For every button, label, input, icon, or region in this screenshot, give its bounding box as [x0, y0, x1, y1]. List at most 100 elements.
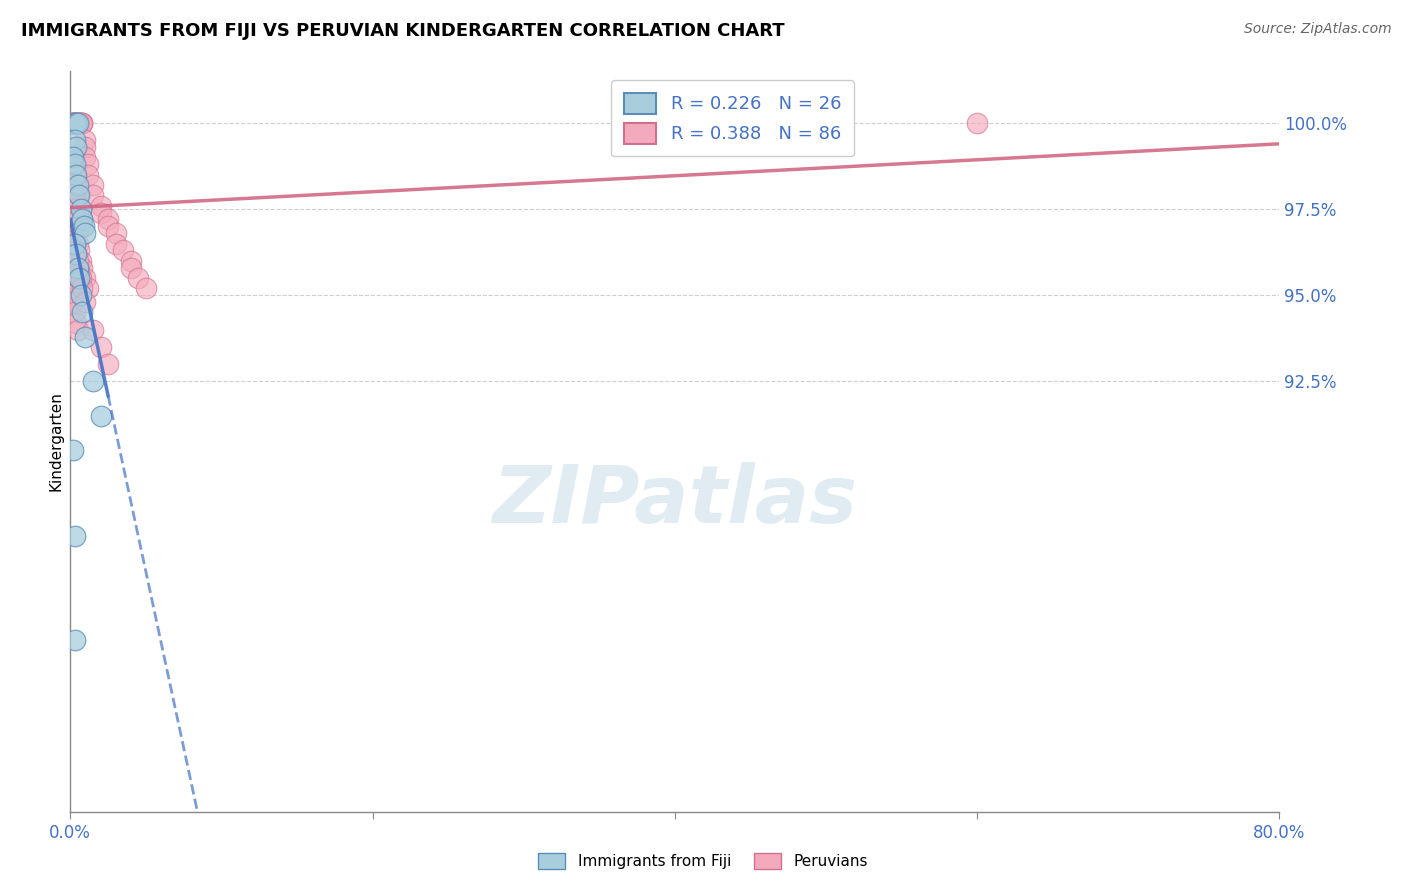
Point [67, 219, 90, 234]
Point [82, 374, 104, 388]
Point [67, 116, 90, 130]
Point [97, 357, 120, 371]
Point [72, 116, 94, 130]
Point [65, 140, 87, 154]
Point [120, 260, 142, 275]
Point [77, 168, 100, 182]
Point [966, 116, 988, 130]
Point [67, 244, 90, 258]
Point [63, 133, 86, 147]
Point [63, 192, 86, 206]
Point [70, 116, 93, 130]
Point [75, 151, 97, 165]
Point [77, 281, 100, 295]
Point [62, 295, 84, 310]
Point [112, 244, 135, 258]
Point [63, 116, 86, 130]
Point [63, 632, 86, 647]
Point [70, 202, 93, 216]
Point [135, 281, 157, 295]
Point [65, 285, 87, 299]
Point [90, 199, 111, 213]
Point [104, 226, 127, 240]
Point [65, 116, 87, 130]
Point [63, 305, 86, 319]
Point [63, 236, 86, 251]
Point [73, 219, 96, 234]
Point [70, 209, 93, 223]
Point [62, 212, 84, 227]
Point [66, 323, 89, 337]
Point [63, 116, 86, 130]
Point [70, 271, 93, 285]
Point [72, 219, 94, 234]
Point [60, 116, 83, 130]
Point [60, 116, 83, 130]
Point [66, 116, 89, 130]
Point [90, 340, 111, 354]
Point [66, 188, 89, 202]
Point [72, 116, 94, 130]
Point [63, 274, 86, 288]
Point [72, 212, 94, 227]
Point [75, 133, 97, 147]
Point [67, 199, 90, 213]
Point [63, 236, 86, 251]
Point [67, 116, 90, 130]
Point [63, 116, 86, 130]
Point [65, 116, 87, 130]
Point [90, 409, 111, 423]
Point [70, 253, 93, 268]
Point [67, 271, 90, 285]
Legend: R = 0.226   N = 26, R = 0.388   N = 86: R = 0.226 N = 26, R = 0.388 N = 86 [612, 80, 853, 156]
Text: IMMIGRANTS FROM FIJI VS PERUVIAN KINDERGARTEN CORRELATION CHART: IMMIGRANTS FROM FIJI VS PERUVIAN KINDERG… [21, 22, 785, 40]
Point [63, 116, 86, 130]
Point [63, 116, 86, 130]
Point [120, 253, 142, 268]
Point [65, 316, 87, 330]
Point [60, 116, 83, 130]
Point [75, 226, 97, 240]
Y-axis label: Kindergarten: Kindergarten [48, 392, 63, 491]
Point [75, 140, 97, 154]
Point [65, 226, 87, 240]
Point [67, 116, 90, 130]
Point [66, 236, 89, 251]
Point [75, 329, 97, 343]
Point [66, 212, 89, 227]
Point [62, 264, 84, 278]
Text: ZIPatlas: ZIPatlas [492, 462, 858, 540]
Point [82, 323, 104, 337]
Point [66, 116, 89, 130]
Point [77, 157, 100, 171]
Point [65, 116, 87, 130]
Point [65, 178, 87, 192]
Point [60, 288, 83, 302]
Point [66, 116, 89, 130]
Point [62, 116, 84, 130]
Text: Source: ZipAtlas.com: Source: ZipAtlas.com [1244, 22, 1392, 37]
Point [72, 305, 94, 319]
Point [67, 188, 90, 202]
Point [72, 260, 94, 275]
Point [66, 253, 89, 268]
Point [60, 151, 83, 165]
Point [65, 116, 87, 130]
Point [65, 202, 87, 216]
Point [70, 116, 93, 130]
Point [90, 205, 111, 219]
Point [65, 247, 87, 261]
Point [62, 116, 84, 130]
Point [104, 236, 127, 251]
Point [97, 219, 120, 234]
Point [65, 247, 87, 261]
Point [63, 157, 86, 171]
Point [72, 116, 94, 130]
Point [63, 529, 86, 543]
Point [66, 178, 89, 192]
Legend: Immigrants from Fiji, Peruvians: Immigrants from Fiji, Peruvians [531, 847, 875, 875]
Point [72, 281, 94, 295]
Point [60, 202, 83, 216]
Point [70, 288, 93, 302]
Point [63, 168, 86, 182]
